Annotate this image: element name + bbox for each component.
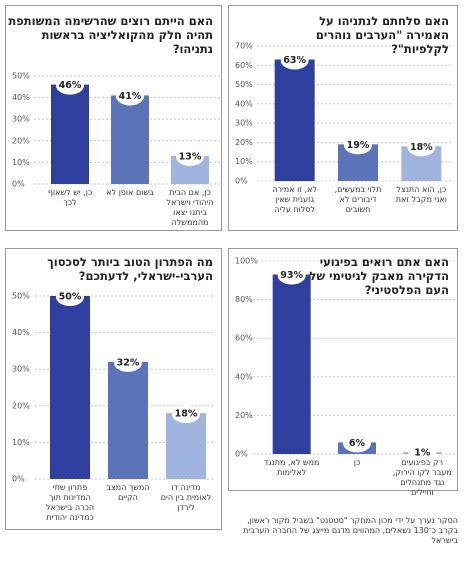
y-tick-label: 0% <box>235 177 248 186</box>
chart-title: האם סלחתם לנתניהו על האמירה "הערבים נוהר… <box>315 14 449 56</box>
y-tick-label: 40% <box>235 99 253 108</box>
value-label: 63% <box>283 55 306 66</box>
x-tick-label: כן, הוא התנצל ואני מקבל זאת <box>395 185 447 204</box>
x-tick-label: כן <box>353 458 361 467</box>
y-tick-label: 20% <box>12 401 30 410</box>
value-label: 41% <box>119 91 142 102</box>
value-badge <box>176 147 204 166</box>
y-tick-label: 30% <box>12 365 30 374</box>
chart-panel: 0% 10% 20% 30% 40% 50% 46% 41% 13% כן, יש לשאוף ל… <box>5 5 222 231</box>
bar <box>166 413 206 479</box>
value-badge <box>344 136 372 155</box>
bar <box>51 84 89 184</box>
value-badge <box>408 444 437 463</box>
chart-panel: 0% 20% 40% 60% 80% 100% 93% 6% 1% ממש לא, מתנגד ל… <box>228 248 458 497</box>
y-tick-label: 40% <box>12 328 30 337</box>
value-label: 6% <box>349 438 366 449</box>
value-badge <box>280 51 309 70</box>
value-badge <box>172 405 200 424</box>
footnote: הסקר נערך על ידי מכון המחקר "סטטנט" בשבי… <box>243 516 458 545</box>
y-tick-label: 40% <box>12 93 30 102</box>
x-tick-label: כן, יש לשאוף לכך <box>47 188 93 207</box>
chart: 0% 10% 20% 30% 40% 50% 60% 70% 63% 19% 18% <box>235 42 453 186</box>
chart-title: האם אתם רואים בפיגועי הדקירה מאבק לגיטימ… <box>309 255 449 297</box>
y-tick-label: 20% <box>235 411 253 420</box>
x-tick-label: מדינה דו לאומית בין הים לירדן <box>160 483 212 512</box>
y-tick-label: 40% <box>235 372 253 381</box>
bar <box>50 296 90 479</box>
y-tick-label: 10% <box>235 157 253 166</box>
y-tick-label: 10% <box>12 158 30 167</box>
bar <box>111 95 149 184</box>
value-badge <box>277 266 306 285</box>
value-badge <box>114 353 142 372</box>
value-label: 50% <box>59 292 82 303</box>
y-tick-label: 0% <box>12 475 25 484</box>
y-tick-label: 50% <box>12 72 30 81</box>
y-tick-label: 20% <box>12 136 30 145</box>
y-tick-label: 60% <box>235 61 253 70</box>
x-tick-label: ממש לא, מתנגד לאלימות <box>263 458 320 477</box>
chart: 0% 10% 20% 30% 40% 50% 46% 41% 13% <box>12 72 220 189</box>
x-tick-label: המשך המצב הקיים <box>106 483 150 502</box>
y-tick-label: 10% <box>12 438 30 447</box>
y-tick-label: 80% <box>235 295 253 304</box>
bar <box>108 361 148 479</box>
bar <box>272 274 311 454</box>
y-tick-label: 0% <box>235 450 248 459</box>
value-label: 93% <box>280 270 303 281</box>
value-label: 13% <box>179 151 202 162</box>
value-label: 18% <box>410 142 433 153</box>
value-label: 32% <box>117 357 140 368</box>
y-tick-label: 30% <box>12 115 30 124</box>
value-badge <box>407 138 436 157</box>
y-tick-label: 30% <box>235 119 253 128</box>
y-tick-label: 0% <box>12 180 25 189</box>
y-tick-label: 50% <box>235 80 253 89</box>
chart: 0% 20% 40% 60% 80% 100% 93% 6% 1% <box>235 257 455 463</box>
chart: 0% 10% 20% 30% 40% 50% 50% 32% 18% <box>12 288 215 484</box>
x-tick-label: תלוי במעשים, דיבורים לא חשובים <box>334 185 382 214</box>
chart-title: האם הייתם רוצים שהרשימה המשותפת תהיה חלק… <box>8 14 213 56</box>
bar <box>274 59 315 181</box>
x-tick-label: רק בפיגועים מעבר לקו הירוק, נגד מתנחלים … <box>392 458 452 497</box>
y-tick-label: 20% <box>235 138 253 147</box>
x-tick-label: כן, אם הבית היהודי וישראל ביתנו יצאו מהמ… <box>166 188 214 227</box>
chart-title: מה הפתרון הטוב ביותר לסכסוך הערבי-ישראלי… <box>47 255 213 283</box>
x-tick-label: בשום אופן לא <box>106 188 154 197</box>
value-badge <box>116 87 144 106</box>
value-label: 46% <box>59 80 82 91</box>
chart-panel: 0% 10% 20% 30% 40% 50% 50% 32% 18% פתרון שתי המדי… <box>5 248 222 530</box>
y-tick-label: 70% <box>235 42 253 51</box>
value-badge <box>343 434 371 453</box>
value-label: 19% <box>347 140 370 151</box>
x-tick-label: לא, זו אמירה גזענית שאין לסלוח עליה <box>272 185 318 214</box>
y-tick-label: 100% <box>235 257 258 266</box>
value-label: 18% <box>175 409 198 420</box>
value-badge <box>56 76 84 95</box>
value-badge <box>56 288 84 306</box>
x-tick-label: פתרון שתי המדינות תוך הכרה בישראל כמדינה… <box>45 483 95 522</box>
y-tick-label: 60% <box>235 334 253 343</box>
y-tick-label: 50% <box>12 292 30 301</box>
value-label: 1% <box>414 448 431 459</box>
chart-panel: 0% 10% 20% 30% 40% 50% 60% 70% 63% 19% 18% לא, זו א… <box>228 5 458 231</box>
